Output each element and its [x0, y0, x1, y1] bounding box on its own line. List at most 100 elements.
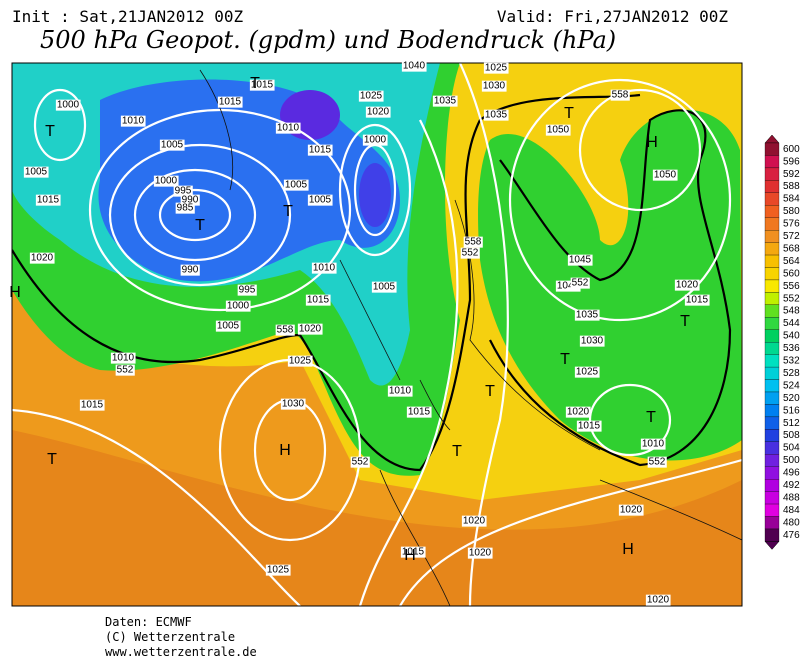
pressure-center: T	[564, 105, 574, 122]
isobar-label: 1005	[373, 282, 396, 293]
isobar-label: 1005	[285, 180, 308, 191]
colorbar-swatch	[764, 404, 780, 418]
isobar-label: 552	[462, 248, 479, 259]
label-bg	[574, 366, 600, 378]
colorbar-swatch	[764, 304, 780, 318]
colorbar-swatch	[764, 267, 780, 281]
colorbar-swatch	[764, 192, 780, 206]
colorbar-label: 544	[783, 318, 800, 329]
label-bg	[275, 122, 301, 134]
colorbar-swatch	[764, 292, 780, 305]
label-bg	[307, 144, 333, 156]
label-bg	[215, 320, 241, 332]
colorbar-swatch	[764, 354, 780, 368]
colorbar-label: 536	[783, 343, 800, 354]
colorbar-swatch	[764, 229, 780, 243]
colorbar-label: 592	[783, 169, 800, 180]
isobar-label: 1035	[576, 310, 599, 321]
isobar-label: 1020	[463, 516, 486, 527]
label-bg	[115, 364, 135, 376]
label-bg	[173, 185, 193, 197]
colorbar-label: 584	[783, 194, 800, 205]
isobar-label: 1015	[81, 400, 104, 411]
colorbar-label: 500	[783, 455, 800, 466]
label-bg	[460, 247, 480, 259]
isobar-label: 552	[649, 457, 666, 468]
isobar-label: 1020	[299, 324, 322, 335]
label-bg	[120, 115, 146, 127]
label-bg	[432, 95, 458, 107]
isobar-label: 1025	[289, 356, 312, 367]
colorbar-swatch	[764, 416, 780, 430]
colorbar-label: 512	[783, 418, 800, 429]
label-bg	[35, 194, 61, 206]
pressure-center: H	[9, 284, 21, 301]
colorbar-label: 580	[783, 206, 800, 217]
isobar-label: 558	[465, 237, 482, 248]
footer-line: (C) Wetterzentrale	[105, 630, 235, 644]
colorbar-label: 572	[783, 231, 800, 242]
colorbar-label: 532	[783, 356, 800, 367]
label-bg	[283, 179, 309, 191]
colorbar-end	[764, 541, 780, 550]
colorbar-swatch	[764, 329, 780, 343]
label-bg	[79, 399, 105, 411]
isobar-label: 1010	[389, 386, 412, 397]
colorbar-swatch	[764, 379, 780, 393]
label-bg	[565, 406, 591, 418]
isobar-label: 1020	[367, 107, 390, 118]
label-bg	[674, 279, 700, 291]
isobar-label: 1030	[581, 336, 604, 347]
label-bg	[110, 352, 136, 364]
label-bg	[618, 504, 644, 516]
label-bg	[481, 80, 507, 92]
isobar-label: 1025	[576, 367, 599, 378]
colorbar-swatch	[764, 503, 780, 517]
isobar-label: 1015	[686, 295, 709, 306]
label-bg	[610, 89, 630, 101]
colorbar-label: 488	[783, 492, 800, 503]
isobar-label: 1025	[267, 565, 290, 576]
map-title: 500 hPa Geopot. (gpdm) und Bodendruck (h…	[40, 26, 616, 54]
label-bg	[153, 175, 179, 187]
colorbar-label: 552	[783, 293, 800, 304]
isobar-label: 1015	[251, 80, 274, 91]
isobar-label: 1020	[620, 505, 643, 516]
label-bg	[237, 284, 257, 296]
label-bg	[567, 254, 593, 266]
isobar-label: 558	[277, 325, 294, 336]
isobar-label: 1025	[485, 63, 508, 74]
colorbar-swatch	[764, 180, 780, 193]
isobar-label: 1015	[219, 97, 242, 108]
label-bg	[297, 323, 323, 335]
isobar-label: 1045	[569, 255, 592, 266]
label-bg	[307, 194, 333, 206]
label-bg	[483, 109, 509, 121]
pressure-center: T	[45, 123, 55, 140]
isobar-label: 1010	[642, 439, 665, 450]
isobar-label: 558	[612, 90, 629, 101]
colorbar-label: 476	[783, 530, 800, 541]
label-bg	[400, 546, 426, 558]
isobar-label: 1015	[37, 195, 60, 206]
isobar-label: 552	[572, 278, 589, 289]
label-bg	[387, 385, 413, 397]
isobar-label: 1020	[676, 280, 699, 291]
colorbar-swatch	[764, 429, 780, 442]
pressure-center: H	[646, 134, 658, 151]
colorbar-label: 600	[783, 144, 800, 155]
colorbar-swatch	[764, 217, 780, 231]
label-bg	[406, 406, 432, 418]
isobar-label: 1015	[408, 407, 431, 418]
label-bg	[217, 96, 243, 108]
colorbar-swatch	[764, 279, 780, 293]
label-bg	[55, 99, 81, 111]
colorbar-label: 484	[783, 505, 800, 516]
colorbar-label: 492	[783, 480, 800, 491]
isobar-label: 1020	[31, 253, 54, 264]
isobar-label: 1010	[122, 116, 145, 127]
isobar-label: 995	[175, 186, 192, 197]
label-bg	[684, 294, 710, 306]
pressure-center: H	[622, 541, 634, 558]
